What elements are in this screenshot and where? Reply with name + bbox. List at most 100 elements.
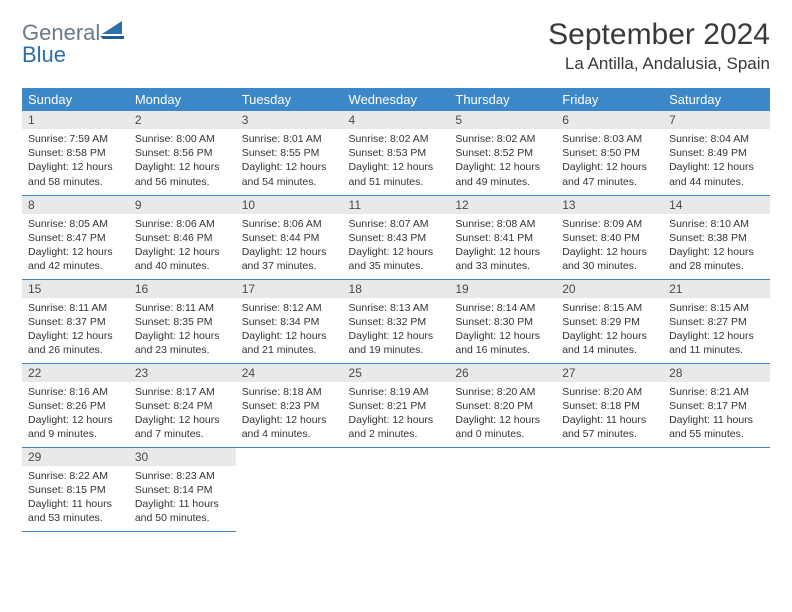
day-number: 1	[22, 111, 129, 129]
day-info: Sunrise: 8:21 AMSunset: 8:17 PMDaylight:…	[663, 382, 770, 446]
day-info: Sunrise: 8:10 AMSunset: 8:38 PMDaylight:…	[663, 214, 770, 278]
day-info: Sunrise: 8:22 AMSunset: 8:15 PMDaylight:…	[22, 466, 129, 530]
day-number: 26	[449, 364, 556, 382]
day-info: Sunrise: 8:11 AMSunset: 8:35 PMDaylight:…	[129, 298, 236, 362]
day-number: 8	[22, 196, 129, 214]
day-number: 24	[236, 364, 343, 382]
calendar-cell: 1Sunrise: 7:59 AMSunset: 8:58 PMDaylight…	[22, 111, 129, 195]
calendar-table: Sunday Monday Tuesday Wednesday Thursday…	[22, 88, 770, 532]
day-info: Sunrise: 8:17 AMSunset: 8:24 PMDaylight:…	[129, 382, 236, 446]
calendar-cell: 8Sunrise: 8:05 AMSunset: 8:47 PMDaylight…	[22, 195, 129, 279]
header: General Blue September 2024 La Antilla, …	[22, 18, 770, 74]
day-number: 27	[556, 364, 663, 382]
day-info: Sunrise: 8:06 AMSunset: 8:46 PMDaylight:…	[129, 214, 236, 278]
day-info: Sunrise: 8:20 AMSunset: 8:18 PMDaylight:…	[556, 382, 663, 446]
day-info: Sunrise: 8:06 AMSunset: 8:44 PMDaylight:…	[236, 214, 343, 278]
sail-icon	[100, 20, 126, 45]
day-info: Sunrise: 8:16 AMSunset: 8:26 PMDaylight:…	[22, 382, 129, 446]
day-number: 7	[663, 111, 770, 129]
day-info: Sunrise: 8:09 AMSunset: 8:40 PMDaylight:…	[556, 214, 663, 278]
day-info: Sunrise: 8:14 AMSunset: 8:30 PMDaylight:…	[449, 298, 556, 362]
day-number: 14	[663, 196, 770, 214]
weekday-header: Thursday	[449, 88, 556, 111]
day-number: 4	[343, 111, 450, 129]
brand-text: General Blue	[22, 18, 126, 66]
calendar-cell: 6Sunrise: 8:03 AMSunset: 8:50 PMDaylight…	[556, 111, 663, 195]
calendar-cell: 30Sunrise: 8:23 AMSunset: 8:14 PMDayligh…	[129, 447, 236, 531]
day-number: 2	[129, 111, 236, 129]
calendar-row: 29Sunrise: 8:22 AMSunset: 8:15 PMDayligh…	[22, 447, 770, 531]
calendar-row: 1Sunrise: 7:59 AMSunset: 8:58 PMDaylight…	[22, 111, 770, 195]
calendar-row: 15Sunrise: 8:11 AMSunset: 8:37 PMDayligh…	[22, 279, 770, 363]
calendar-cell: 18Sunrise: 8:13 AMSunset: 8:32 PMDayligh…	[343, 279, 450, 363]
calendar-body: 1Sunrise: 7:59 AMSunset: 8:58 PMDaylight…	[22, 111, 770, 531]
day-number: 5	[449, 111, 556, 129]
day-number: 22	[22, 364, 129, 382]
day-number: 21	[663, 280, 770, 298]
calendar-row: 8Sunrise: 8:05 AMSunset: 8:47 PMDaylight…	[22, 195, 770, 279]
calendar-cell: 3Sunrise: 8:01 AMSunset: 8:55 PMDaylight…	[236, 111, 343, 195]
location: La Antilla, Andalusia, Spain	[548, 54, 770, 74]
day-info: Sunrise: 8:07 AMSunset: 8:43 PMDaylight:…	[343, 214, 450, 278]
calendar-cell: 20Sunrise: 8:15 AMSunset: 8:29 PMDayligh…	[556, 279, 663, 363]
weekday-header: Saturday	[663, 88, 770, 111]
day-number: 17	[236, 280, 343, 298]
calendar-cell: 10Sunrise: 8:06 AMSunset: 8:44 PMDayligh…	[236, 195, 343, 279]
calendar-cell: 23Sunrise: 8:17 AMSunset: 8:24 PMDayligh…	[129, 363, 236, 447]
day-info: Sunrise: 8:15 AMSunset: 8:29 PMDaylight:…	[556, 298, 663, 362]
brand-logo: General Blue	[22, 18, 126, 66]
calendar-row: 22Sunrise: 8:16 AMSunset: 8:26 PMDayligh…	[22, 363, 770, 447]
day-number: 29	[22, 448, 129, 466]
calendar-cell: 12Sunrise: 8:08 AMSunset: 8:41 PMDayligh…	[449, 195, 556, 279]
calendar-cell: 16Sunrise: 8:11 AMSunset: 8:35 PMDayligh…	[129, 279, 236, 363]
day-number: 16	[129, 280, 236, 298]
calendar-cell: 21Sunrise: 8:15 AMSunset: 8:27 PMDayligh…	[663, 279, 770, 363]
day-number: 18	[343, 280, 450, 298]
day-number: 6	[556, 111, 663, 129]
calendar-cell: 4Sunrise: 8:02 AMSunset: 8:53 PMDaylight…	[343, 111, 450, 195]
day-info: Sunrise: 7:59 AMSunset: 8:58 PMDaylight:…	[22, 129, 129, 193]
weekday-header-row: Sunday Monday Tuesday Wednesday Thursday…	[22, 88, 770, 111]
calendar-cell: 22Sunrise: 8:16 AMSunset: 8:26 PMDayligh…	[22, 363, 129, 447]
day-number: 25	[343, 364, 450, 382]
calendar-cell: 9Sunrise: 8:06 AMSunset: 8:46 PMDaylight…	[129, 195, 236, 279]
day-info: Sunrise: 8:18 AMSunset: 8:23 PMDaylight:…	[236, 382, 343, 446]
calendar-cell	[236, 447, 343, 531]
calendar-cell: 28Sunrise: 8:21 AMSunset: 8:17 PMDayligh…	[663, 363, 770, 447]
calendar-cell	[343, 447, 450, 531]
calendar-cell: 17Sunrise: 8:12 AMSunset: 8:34 PMDayligh…	[236, 279, 343, 363]
weekday-header: Friday	[556, 88, 663, 111]
weekday-header: Wednesday	[343, 88, 450, 111]
calendar-cell: 24Sunrise: 8:18 AMSunset: 8:23 PMDayligh…	[236, 363, 343, 447]
day-info: Sunrise: 8:12 AMSunset: 8:34 PMDaylight:…	[236, 298, 343, 362]
day-info: Sunrise: 8:02 AMSunset: 8:52 PMDaylight:…	[449, 129, 556, 193]
calendar-cell: 5Sunrise: 8:02 AMSunset: 8:52 PMDaylight…	[449, 111, 556, 195]
day-info: Sunrise: 8:04 AMSunset: 8:49 PMDaylight:…	[663, 129, 770, 193]
calendar-cell: 14Sunrise: 8:10 AMSunset: 8:38 PMDayligh…	[663, 195, 770, 279]
calendar-cell: 15Sunrise: 8:11 AMSunset: 8:37 PMDayligh…	[22, 279, 129, 363]
month-title: September 2024	[548, 18, 770, 52]
weekday-header: Monday	[129, 88, 236, 111]
day-number: 12	[449, 196, 556, 214]
day-number: 28	[663, 364, 770, 382]
calendar-cell: 2Sunrise: 8:00 AMSunset: 8:56 PMDaylight…	[129, 111, 236, 195]
calendar-cell: 29Sunrise: 8:22 AMSunset: 8:15 PMDayligh…	[22, 447, 129, 531]
day-info: Sunrise: 8:11 AMSunset: 8:37 PMDaylight:…	[22, 298, 129, 362]
calendar-cell: 27Sunrise: 8:20 AMSunset: 8:18 PMDayligh…	[556, 363, 663, 447]
day-number: 9	[129, 196, 236, 214]
day-info: Sunrise: 8:02 AMSunset: 8:53 PMDaylight:…	[343, 129, 450, 193]
calendar-cell: 13Sunrise: 8:09 AMSunset: 8:40 PMDayligh…	[556, 195, 663, 279]
calendar-cell: 19Sunrise: 8:14 AMSunset: 8:30 PMDayligh…	[449, 279, 556, 363]
day-number: 13	[556, 196, 663, 214]
day-info: Sunrise: 8:00 AMSunset: 8:56 PMDaylight:…	[129, 129, 236, 193]
day-number: 30	[129, 448, 236, 466]
day-info: Sunrise: 8:01 AMSunset: 8:55 PMDaylight:…	[236, 129, 343, 193]
day-number: 23	[129, 364, 236, 382]
calendar-cell: 11Sunrise: 8:07 AMSunset: 8:43 PMDayligh…	[343, 195, 450, 279]
day-number: 10	[236, 196, 343, 214]
calendar-cell: 25Sunrise: 8:19 AMSunset: 8:21 PMDayligh…	[343, 363, 450, 447]
calendar-cell	[663, 447, 770, 531]
calendar-cell: 7Sunrise: 8:04 AMSunset: 8:49 PMDaylight…	[663, 111, 770, 195]
day-info: Sunrise: 8:13 AMSunset: 8:32 PMDaylight:…	[343, 298, 450, 362]
day-info: Sunrise: 8:19 AMSunset: 8:21 PMDaylight:…	[343, 382, 450, 446]
